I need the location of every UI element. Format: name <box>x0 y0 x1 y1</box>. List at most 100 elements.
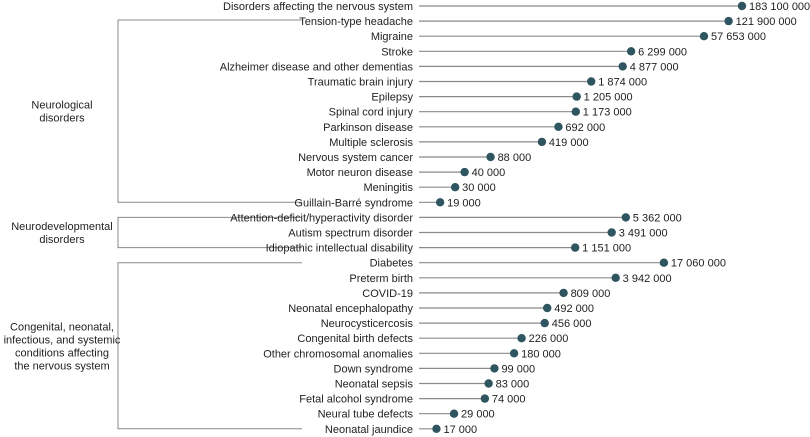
chart-row: Attention-deficit/hyperactivity disorder… <box>230 212 682 224</box>
lollipop-dot <box>537 137 547 147</box>
value-label: 74 000 <box>492 394 526 406</box>
value-label: 19 000 <box>447 197 481 209</box>
value-label: 1 151 000 <box>582 243 631 255</box>
lollipop-dot <box>571 107 580 116</box>
chart-row: Meningitis 30 000 <box>363 182 495 194</box>
category-label: Other chromosomal anomalies <box>263 348 413 360</box>
value-label: 1 205 000 <box>584 92 633 104</box>
value-label: 419 000 <box>549 137 589 149</box>
lollipop-dot <box>490 364 499 373</box>
category-label: Spinal cord injury <box>329 107 414 119</box>
category-label: Meningitis <box>363 182 413 194</box>
lollipop-dot <box>509 349 519 358</box>
value-label: 809 000 <box>571 288 611 300</box>
group-label-line: infectious, and systemic <box>4 334 121 346</box>
chart-row: COVID-19 809 000 <box>362 288 610 300</box>
chart-row: Multiple sclerosis 419 000 <box>329 137 588 149</box>
chart-row: Epilepsy 1 205 000 <box>371 92 632 104</box>
value-label: 57 653 000 <box>711 31 766 43</box>
value-label: 4 877 000 <box>630 61 679 73</box>
group-label: Neurodevelopmental disorders <box>11 221 113 246</box>
chart-row: Traumatic brain injury 1 874 000 <box>308 77 648 89</box>
value-label: 88 000 <box>498 152 532 164</box>
category-label: Preterm birth <box>349 273 413 285</box>
lollipop-dot <box>450 183 460 192</box>
lollipop-dot <box>480 394 490 403</box>
category-label: Neonatal jaundice <box>325 424 413 436</box>
category-label: Parkinson disease <box>323 122 413 134</box>
category-label: Congenital birth defects <box>297 333 413 345</box>
lollipop-dot <box>460 167 469 177</box>
chart-row: Disorders affecting the nervous system 18… <box>223 1 810 13</box>
group-label-line: Neurological <box>31 100 92 112</box>
lollipop-dot <box>626 47 636 56</box>
value-label: 29 000 <box>461 409 495 421</box>
lollipop-dot <box>570 243 580 252</box>
value-label: 83 000 <box>496 379 530 391</box>
category-label: Idiopathic intellectual disability <box>266 243 414 255</box>
category-label: Tension-type headache <box>299 16 413 28</box>
group-label-line: Congenital, neonatal, <box>10 321 114 333</box>
lollipop-dot <box>659 258 669 267</box>
lollipop-dot <box>517 334 526 343</box>
value-label: 3 942 000 <box>623 273 672 285</box>
value-label: 492 000 <box>554 303 594 315</box>
lollipop-dot <box>540 318 549 328</box>
chart-row: Migraine 57 653 000 <box>371 31 766 43</box>
category-label: Neonatal sepsis <box>335 379 414 391</box>
lollipop-dot <box>486 152 495 162</box>
lollipop-dot <box>449 409 459 418</box>
chart-rows: Disorders affecting the nervous system 18… <box>220 1 810 436</box>
category-label: COVID-19 <box>362 288 413 300</box>
lollipop-dot <box>607 228 616 237</box>
value-label: 180 000 <box>521 348 561 360</box>
category-label: Migraine <box>371 31 413 43</box>
group-label-line: the nervous system <box>14 360 109 372</box>
chart-row: Other chromosomal anomalies 180 000 <box>263 348 561 360</box>
category-label: Traumatic brain injury <box>308 77 414 89</box>
category-label: Neonatal encephalopathy <box>288 303 413 315</box>
chart-row: Diabetes 17 060 000 <box>370 258 726 270</box>
group-label-line: conditions affecting <box>15 347 109 359</box>
chart-row: Autism spectrum disorder 3 491 000 <box>288 228 667 240</box>
lollipop-dot <box>737 1 747 11</box>
value-label: 17 060 000 <box>671 258 726 270</box>
lollipop-dot <box>554 122 563 131</box>
category-label: Fetal alcohol syndrome <box>299 394 413 406</box>
category-label: Attention-deficit/hyperactivity disorder <box>230 212 413 224</box>
chart-row: Fetal alcohol syndrome 74 000 <box>299 394 525 406</box>
category-label: Motor neuron disease <box>307 167 413 179</box>
value-label: 1 874 000 <box>598 77 647 89</box>
chart-row: Neonatal sepsis 83 000 <box>335 379 530 391</box>
lollipop-dot <box>587 77 596 86</box>
chart-row: Spinal cord injury 1 173 000 <box>329 107 632 119</box>
category-label: Disorders affecting the nervous system <box>223 1 413 13</box>
group-brackets <box>117 19 302 430</box>
category-label: Autism spectrum disorder <box>288 228 413 240</box>
chart-row: Motor neuron disease 40 000 <box>307 167 506 179</box>
chart-row: Tension-type headache 121 900 000 <box>299 16 797 28</box>
group-bracket <box>117 19 302 203</box>
group-bracket <box>117 262 302 430</box>
category-label: Neural tube defects <box>318 409 414 421</box>
group-label: Congenital, neonatal, infectious, and sys… <box>4 321 121 372</box>
group-label-line: Neurodevelopmental <box>11 221 113 233</box>
lollipop-dot <box>484 379 493 388</box>
value-label: 226 000 <box>529 333 569 345</box>
category-label: Guillain-Barré syndrome <box>294 197 413 209</box>
chart-row: Neurocysticercosis 456 000 <box>321 318 592 330</box>
chart-row: Stroke 6 299 000 <box>381 46 687 58</box>
category-label: Diabetes <box>370 258 414 270</box>
category-label: Alzheimer disease and other dementias <box>220 61 414 73</box>
lollipop-dot <box>724 16 733 26</box>
chart-row: Parkinson disease 692 000 <box>323 122 605 134</box>
chart-row: Congenital birth defects 226 000 <box>297 333 568 345</box>
lollipop-dot <box>543 303 552 313</box>
chart-row: Neonatal encephalopathy 492 000 <box>288 303 594 315</box>
chart-row: Neural tube defects 29 000 <box>318 409 495 421</box>
category-label: Epilepsy <box>371 92 413 104</box>
lollipop-dot <box>432 424 441 433</box>
lollipop-dot <box>699 32 709 41</box>
